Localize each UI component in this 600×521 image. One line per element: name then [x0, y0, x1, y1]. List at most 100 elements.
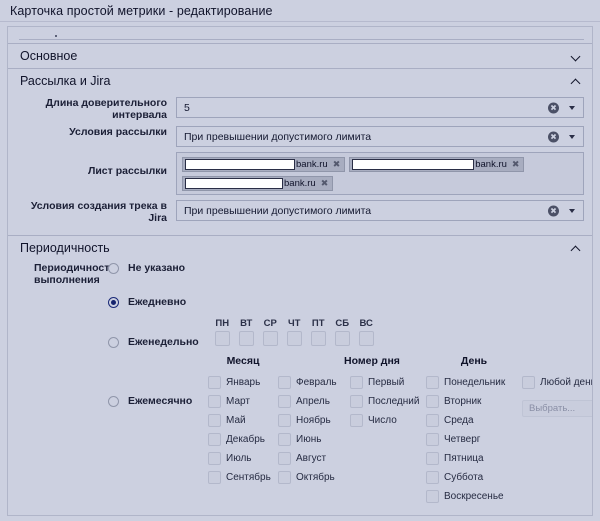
- checkbox-month[interactable]: [278, 395, 291, 408]
- radio-option-weekly[interactable]: Еженедельно: [108, 336, 199, 349]
- checkbox-option[interactable]: Первый: [350, 373, 426, 392]
- remove-chip-icon[interactable]: ✖: [320, 178, 329, 188]
- checkbox-option[interactable]: Воскресенье: [426, 487, 522, 506]
- checkbox-option[interactable]: Последний: [350, 392, 426, 411]
- checkbox-option[interactable]: Июнь: [278, 430, 350, 449]
- label-day: Пятница: [444, 453, 484, 464]
- checkbox-day[interactable]: [426, 376, 439, 389]
- checkbox-weekday[interactable]: [214, 331, 230, 346]
- checkbox-option[interactable]: Сентябрь: [208, 468, 278, 487]
- radio-option-not-specified[interactable]: Не указано: [108, 262, 185, 274]
- label-day-number: Первый: [368, 377, 405, 388]
- radio-option-monthly[interactable]: Ежемесячно: [108, 395, 208, 407]
- mailing-conditions-select[interactable]: При превышении допустимого лимита ✖: [176, 126, 584, 147]
- checkbox-weekday[interactable]: [334, 331, 350, 346]
- remove-chip-icon[interactable]: ✖: [332, 159, 341, 169]
- label-day: Понедельник: [444, 377, 506, 388]
- label-month: Февраль: [296, 377, 337, 388]
- checkbox-option[interactable]: Число: [350, 411, 426, 430]
- checkbox-month[interactable]: [278, 376, 291, 389]
- email-chip[interactable]: bank.ru ✖: [182, 157, 346, 172]
- clear-circle-icon[interactable]: ✖: [548, 102, 559, 113]
- checkbox-option[interactable]: Октябрь: [278, 468, 350, 487]
- checkbox-day-number[interactable]: [350, 414, 363, 427]
- radio-not-specified[interactable]: [108, 262, 119, 274]
- window-titlebar: Карточка простой метрики - редактировани…: [0, 0, 600, 22]
- checkbox-option-any-day[interactable]: Любой день: [522, 373, 592, 392]
- radio-daily[interactable]: [108, 296, 119, 308]
- checkbox-day[interactable]: [426, 433, 439, 446]
- mailing-list-chip-input[interactable]: bank.ru ✖ bank.ru ✖ bank.ru ✖: [176, 152, 584, 195]
- checkbox-option[interactable]: Декабрь: [208, 430, 278, 449]
- label-month: Сентябрь: [226, 472, 271, 483]
- checkbox-day[interactable]: [426, 490, 439, 503]
- checkbox-day-number[interactable]: [350, 395, 363, 408]
- checkbox-day[interactable]: [426, 471, 439, 484]
- clear-circle-icon[interactable]: ✖: [548, 131, 559, 142]
- checkbox-option[interactable]: Ноябрь: [278, 411, 350, 430]
- checkbox-month[interactable]: [278, 433, 291, 446]
- clear-circle-icon[interactable]: ✖: [548, 205, 559, 216]
- radio-weekly[interactable]: [108, 336, 119, 348]
- checkbox-weekday[interactable]: [286, 331, 302, 346]
- checkbox-option[interactable]: Вторник: [426, 392, 522, 411]
- day-picker-input[interactable]: Выбрать...: [522, 400, 592, 417]
- checkbox-option[interactable]: Май: [208, 411, 278, 430]
- label-periodicity: Периодичность выполнения: [34, 262, 116, 286]
- checkbox-day-number[interactable]: [350, 376, 363, 389]
- checkbox-option[interactable]: Суббота: [426, 468, 522, 487]
- email-chip[interactable]: bank.ru ✖: [349, 157, 525, 172]
- checkbox-option[interactable]: Четверг: [426, 430, 522, 449]
- checkbox-month[interactable]: [278, 471, 291, 484]
- remove-chip-icon[interactable]: ✖: [511, 159, 520, 169]
- checkbox-day[interactable]: [426, 395, 439, 408]
- weekday-cell: ПН: [213, 318, 232, 349]
- radio-monthly[interactable]: [108, 395, 119, 407]
- periodicity-row-weekly: Еженедельно ПН ВТ СР ЧТ ПТ СБ ВС: [16, 318, 584, 349]
- checkbox-month[interactable]: [208, 452, 221, 465]
- label-month: Октябрь: [296, 472, 335, 483]
- caret-down-icon[interactable]: [569, 105, 575, 110]
- checkbox-any-day[interactable]: [522, 376, 535, 389]
- checkbox-option[interactable]: Среда: [426, 411, 522, 430]
- checkbox-option[interactable]: Июль: [208, 449, 278, 468]
- checkbox-month[interactable]: [278, 452, 291, 465]
- caret-down-icon[interactable]: [569, 134, 575, 139]
- section-header-basic[interactable]: Основное: [8, 43, 592, 68]
- control-confidence-interval: 5 ✖: [176, 97, 584, 118]
- checkbox-day[interactable]: [426, 452, 439, 465]
- section-header-periodicity[interactable]: Периодичность: [8, 235, 592, 260]
- checkbox-option[interactable]: Август: [278, 449, 350, 468]
- checkbox-option[interactable]: Пятница: [426, 449, 522, 468]
- checkbox-weekday[interactable]: [262, 331, 278, 346]
- checkbox-weekday[interactable]: [238, 331, 254, 346]
- checkbox-day[interactable]: [426, 414, 439, 427]
- caret-down-icon[interactable]: [569, 208, 575, 213]
- checkbox-option[interactable]: Март: [208, 392, 278, 411]
- checkbox-month[interactable]: [208, 414, 221, 427]
- checkbox-option[interactable]: Январь: [208, 373, 278, 392]
- jira-conditions-select[interactable]: При превышении допустимого лимита ✖: [176, 200, 584, 221]
- section-header-mailing[interactable]: Рассылка и Jira: [8, 68, 592, 93]
- checkbox-month[interactable]: [278, 414, 291, 427]
- chevron-up-icon[interactable]: [570, 242, 582, 254]
- jira-conditions-value: При превышении допустимого лимита: [184, 204, 372, 217]
- chevron-down-icon[interactable]: [570, 50, 582, 62]
- radio-option-daily[interactable]: Ежедневно: [108, 296, 186, 308]
- checkbox-month[interactable]: [208, 395, 221, 408]
- checkbox-month[interactable]: [208, 471, 221, 484]
- top-divider-line: [19, 39, 584, 40]
- weekday-cell: ВТ: [237, 318, 256, 349]
- checkbox-weekday[interactable]: [310, 331, 326, 346]
- confidence-interval-select[interactable]: 5 ✖: [176, 97, 584, 118]
- checkbox-month[interactable]: [208, 376, 221, 389]
- checkbox-option[interactable]: Понедельник: [426, 373, 522, 392]
- checkbox-month[interactable]: [208, 433, 221, 446]
- checkbox-option[interactable]: Апрель: [278, 392, 350, 411]
- checkbox-weekday[interactable]: [358, 331, 374, 346]
- weekday-label: ВС: [359, 318, 373, 329]
- chevron-up-icon[interactable]: [570, 75, 582, 87]
- email-chip[interactable]: bank.ru ✖: [182, 176, 334, 191]
- checkbox-option[interactable]: Февраль: [278, 373, 350, 392]
